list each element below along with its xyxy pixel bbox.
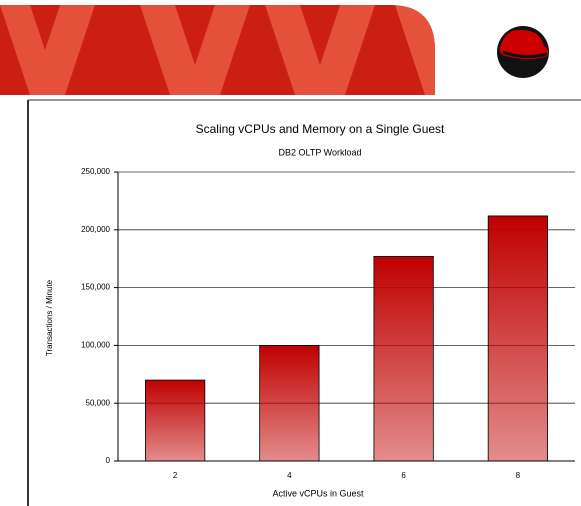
x-tick-label: 8 [516,471,521,480]
bar [145,380,204,461]
bar [260,345,319,461]
y-tick-label: 100,000 [81,341,110,350]
bar [374,256,433,461]
y-tick-label: 200,000 [81,225,110,234]
y-tick-label: 50,000 [86,398,111,407]
x-tick-label: 2 [173,471,178,480]
chart-subtitle: DB2 OLTP Workload [278,147,361,157]
y-tick-label: 0 [106,456,111,465]
banner [0,5,435,95]
y-tick-label: 250,000 [81,167,110,176]
x-axis-label: Active vCPUs in Guest [272,488,364,498]
y-axis-label: Transactions / Minute [45,279,54,356]
chart-title: Scaling vCPUs and Memory on a Single Gue… [196,122,445,136]
slide: Scaling vCPUs and Memory on a Single Gue… [0,0,581,506]
y-tick-label: 150,000 [81,283,110,292]
x-tick-label: 6 [401,471,406,480]
x-tick-label: 4 [287,471,292,480]
logo [497,26,549,78]
bar [488,216,547,461]
